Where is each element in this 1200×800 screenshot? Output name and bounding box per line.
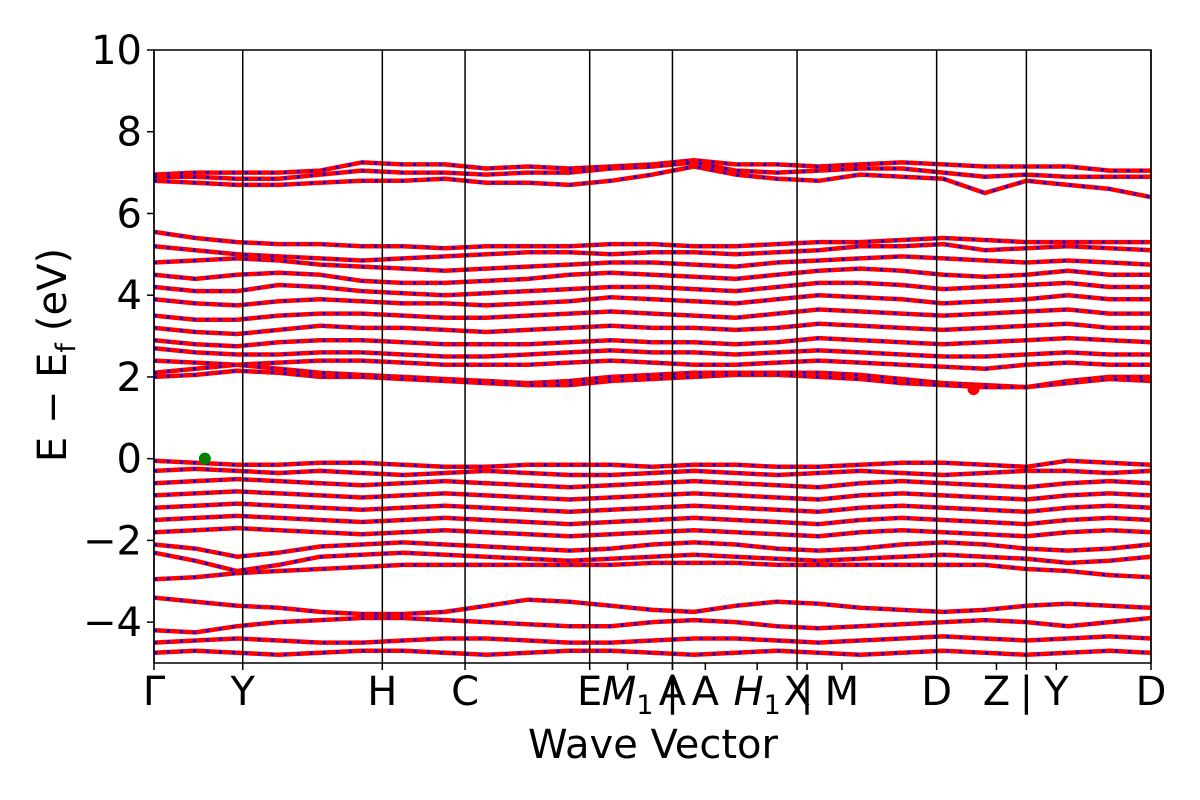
- band-line-29: [153, 648, 1152, 658]
- band-line-overlay-27: [153, 616, 1152, 634]
- x-tick-label: Y: [1043, 669, 1069, 715]
- band-line-20: [153, 501, 1152, 515]
- band-line-10: [153, 321, 1151, 337]
- x-tick-label: E: [577, 669, 602, 715]
- band-line-overlay-24: [153, 551, 1152, 573]
- y-tick-label: −2: [83, 518, 142, 564]
- x-tick-label: M: [825, 669, 860, 715]
- markers-layer: [198, 383, 980, 465]
- band-line-12: [153, 346, 1151, 359]
- x-tick-label: D: [1136, 669, 1167, 715]
- band-line-7: [153, 280, 1151, 298]
- y-axis: −4 −2 0 2 4 6 8 10: [83, 28, 154, 646]
- band-line-overlay-1: [154, 160, 1151, 181]
- band-line-9: [153, 307, 1151, 322]
- x-tick-label: H: [367, 669, 397, 715]
- y-tick-label: 0: [117, 437, 142, 483]
- band-line-13: [153, 358, 1151, 372]
- band-line-21: [153, 513, 1152, 527]
- x-tick-label: |: [666, 669, 679, 715]
- band-line-2: [153, 164, 1152, 200]
- x-axis-title: Wave Vector: [528, 722, 779, 768]
- band-line-overlay-23: [153, 540, 1152, 559]
- y-axis-title-main: E − E: [30, 353, 76, 463]
- band-line-overlay-9: [153, 307, 1151, 322]
- bands-layer: [153, 158, 1152, 658]
- band-line-overlay-4: [153, 242, 1152, 263]
- svg-text:E − Ef(eV): E − Ef (eV): [30, 248, 82, 462]
- band-line-19: [153, 489, 1152, 502]
- band-line-overlay-15: [153, 369, 1152, 389]
- x-tick-label: H1: [734, 669, 781, 721]
- vbm-marker: [198, 452, 211, 465]
- band-line-4: [153, 241, 1152, 263]
- y-tick-label: 10: [91, 28, 142, 74]
- x-tick-label: A: [692, 669, 720, 715]
- band-line-25: [153, 560, 1152, 582]
- band-line-overlay-11: [153, 336, 1152, 348]
- x-tick-label: Y: [230, 669, 256, 715]
- y-tick-label: 2: [117, 355, 142, 401]
- band-line-overlay-0: [153, 158, 1151, 177]
- x-tick-label: Z: [983, 669, 1010, 715]
- cbm-marker: [967, 383, 980, 396]
- x-tick-label: Γ: [143, 669, 166, 715]
- band-line-overlay-5: [153, 254, 1152, 273]
- band-line-26: [153, 595, 1152, 617]
- y-axis-title: E − Ef (eV): [30, 248, 82, 462]
- y-tick-label: 8: [117, 110, 142, 156]
- band-line-8: [153, 292, 1151, 308]
- band-line-11: [153, 335, 1152, 349]
- band-line-16: [153, 458, 1152, 470]
- band-line-27: [153, 615, 1152, 635]
- band-line-18: [153, 476, 1152, 490]
- x-tick-label: C: [451, 669, 479, 715]
- x-axis: Γ Y H C E M1 A| A H1 X| M D Z | Y D: [143, 663, 1167, 721]
- x-tick-label: A: [659, 669, 687, 715]
- plot-frame: [153, 49, 1152, 664]
- y-tick-label: 4: [117, 273, 142, 319]
- band-line-3: [153, 229, 1151, 251]
- y-axis-title-unit: (eV): [30, 248, 76, 331]
- band-line-overlay-7: [153, 281, 1151, 297]
- y-tick-label: −4: [83, 600, 142, 646]
- band-line-overlay-8: [153, 293, 1151, 307]
- x-tick-label: D: [921, 669, 952, 715]
- band-line-overlay-6: [153, 267, 1151, 285]
- band-line-17: [153, 466, 1152, 478]
- band-line-overlay-10: [153, 322, 1151, 336]
- band-line-6: [153, 266, 1151, 286]
- x-tick-label: M1: [602, 669, 654, 721]
- x-tick-label: X: [783, 669, 810, 715]
- y-tick-label: 6: [117, 191, 142, 237]
- band-line-overlay-3: [153, 230, 1151, 250]
- x-tick-label: |: [1020, 669, 1033, 715]
- x-tick-label: |: [800, 669, 813, 715]
- y-axis-title-sub: f: [51, 342, 82, 353]
- band-line-22: [153, 525, 1152, 539]
- band-line-28: [153, 634, 1152, 645]
- band-line-overlay-26: [153, 596, 1152, 616]
